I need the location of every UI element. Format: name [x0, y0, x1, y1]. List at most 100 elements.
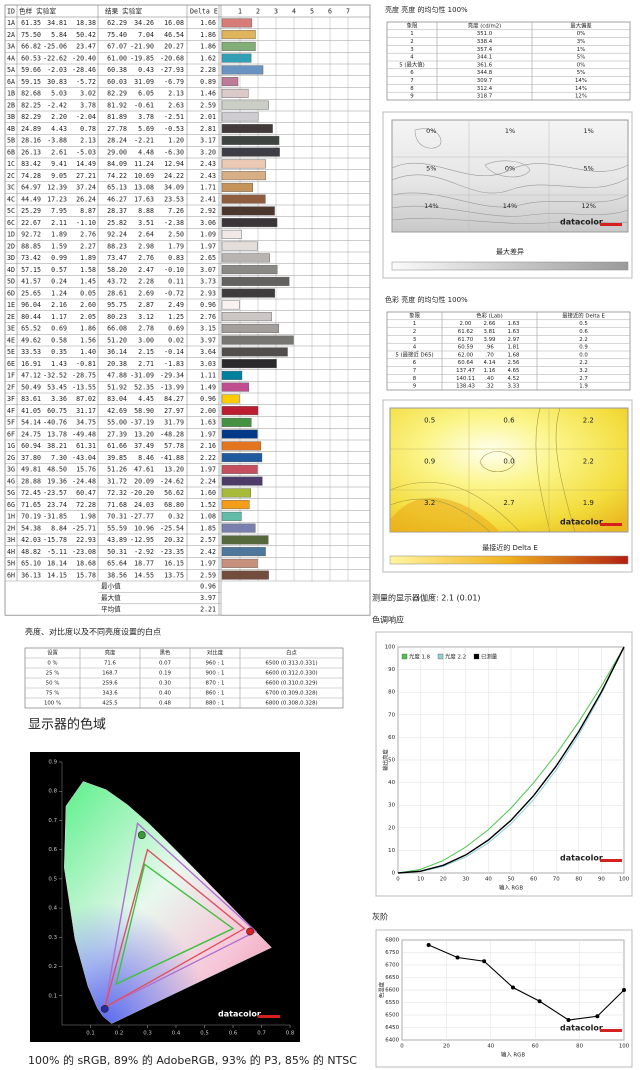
cell: 3.2	[579, 368, 588, 374]
cell: 23.47	[76, 43, 96, 51]
cell: 8.88	[138, 207, 154, 215]
cell: 1.59	[51, 242, 67, 250]
grayscale-point	[455, 955, 460, 960]
delta-e-bar	[221, 523, 256, 533]
cell: 80.44	[21, 313, 41, 321]
cell: 84.27	[164, 395, 184, 403]
cell: 2.42	[200, 548, 216, 556]
cell: 83.04	[107, 395, 127, 403]
delta-e-bar	[221, 370, 243, 380]
cell: 73.42	[21, 254, 41, 262]
cell: 3.06	[200, 219, 216, 227]
cell: 2.27	[80, 242, 96, 250]
cell: 0.30	[159, 681, 172, 687]
cell: 70.31	[107, 513, 127, 521]
y-tick-label: 6800	[385, 938, 399, 944]
cell: -29.34	[160, 372, 184, 380]
cell: 42.03	[21, 536, 41, 544]
cell: 47.12	[21, 372, 41, 380]
delta-e-bar	[221, 276, 290, 286]
cell: 74.22	[107, 172, 127, 180]
cell: 4.52	[507, 376, 519, 382]
cell: 48.82	[21, 548, 41, 556]
y-tick-label: 0.7	[48, 818, 57, 824]
cell: 71.68	[107, 501, 127, 509]
cell: 50 %	[46, 681, 60, 687]
cell: 60.47	[76, 489, 96, 497]
cell: 46.54	[164, 31, 184, 39]
map-label: 1.9	[583, 499, 594, 507]
delta-e-bar	[221, 558, 258, 568]
cell: 41.57	[21, 278, 41, 286]
delta-e-bar	[221, 382, 250, 392]
y-tick-label: 6650	[385, 975, 399, 981]
map-label: 2.2	[583, 458, 594, 466]
cell: 83.42	[21, 160, 41, 168]
map-label: 0.5	[424, 416, 435, 424]
cell: 318.7	[477, 94, 492, 100]
cell: -13.99	[160, 383, 184, 391]
cell: 344.1	[477, 55, 492, 61]
cell: -27.77	[130, 513, 154, 521]
cell: 1.52	[200, 501, 216, 509]
cell: 0%	[577, 62, 586, 68]
summary-value: 0.96	[200, 583, 216, 591]
y-tick-label: 6450	[385, 1025, 399, 1031]
cell: -3.88	[47, 137, 67, 145]
cell: 17.23	[47, 195, 67, 203]
cell: 22.93	[76, 536, 96, 544]
cell: 7	[410, 78, 413, 84]
cell: 14.49	[76, 160, 96, 168]
cell: 18.38	[76, 19, 96, 27]
legend-title: 最大差异	[496, 247, 524, 256]
column-header: 亮度	[105, 649, 116, 657]
cell: -12.95	[130, 536, 154, 544]
cell: .96	[485, 345, 494, 351]
cell: 3.00	[138, 336, 154, 344]
cell: 54.38	[21, 524, 41, 532]
grayscale-point	[511, 985, 515, 990]
cell: 92.72	[21, 231, 41, 239]
cell: -43.04	[72, 454, 96, 462]
cell: 42.69	[107, 407, 127, 415]
cell: 361.6	[477, 62, 493, 68]
x-tick-label: 0	[400, 1044, 404, 1050]
cell: -0.72	[164, 289, 184, 297]
cell: 1.62	[200, 54, 216, 62]
x-tick-label: 0.7	[257, 1031, 266, 1037]
gamut-caption: 100% 的 sRGB, 89% 的 AdobeRGB, 93% 的 P3, 8…	[28, 1053, 357, 1067]
cell: 2.11	[51, 219, 67, 227]
cell: 4.48	[138, 148, 154, 156]
y-tick-label: 0.5	[48, 876, 57, 882]
cell-id: 3E	[7, 325, 15, 333]
cell-id: 5E	[7, 348, 15, 356]
cell: -2.21	[134, 137, 154, 145]
table-frame	[4, 4, 371, 616]
delta-e-bar	[221, 347, 288, 357]
cell: 41.05	[21, 407, 41, 415]
cell: 88.85	[21, 242, 41, 250]
cell: 0.83	[168, 254, 184, 262]
cell: 1.11	[200, 372, 216, 380]
cell: 60.53	[21, 54, 41, 62]
cell: 64.97	[21, 184, 41, 192]
cell: 31.79	[164, 419, 184, 427]
delta-e-bar	[221, 300, 240, 310]
cell: 71.6	[104, 661, 117, 667]
cell: 8.87	[80, 207, 96, 215]
cell: 168.7	[102, 671, 117, 677]
cell-id: 1E	[7, 301, 15, 309]
cell: 96.04	[21, 301, 41, 309]
cell-id: 5F	[7, 419, 15, 427]
cell: 5.69	[138, 125, 154, 133]
cell: 28.37	[107, 207, 127, 215]
x-tick-label: 0.3	[143, 1031, 152, 1037]
delta-e-bar	[221, 171, 266, 181]
cell: -2.38	[164, 219, 184, 227]
cell-id: 2F	[7, 383, 15, 391]
cell: 2.2	[579, 360, 588, 366]
summary-value: 2.21	[200, 606, 216, 614]
cell: 50.49	[21, 383, 41, 391]
cell-id: 3C	[7, 184, 15, 192]
